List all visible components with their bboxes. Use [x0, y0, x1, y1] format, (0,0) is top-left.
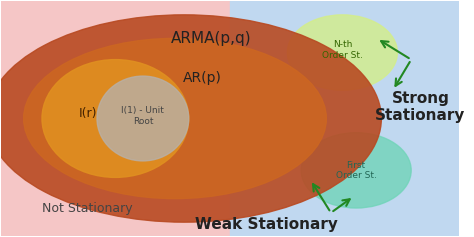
Bar: [0, 1, 230, 236]
Text: Not Stationary: Not Stationary: [42, 201, 133, 214]
Ellipse shape: [301, 133, 411, 208]
Ellipse shape: [287, 15, 397, 90]
Ellipse shape: [24, 38, 326, 199]
Text: I(r): I(r): [79, 107, 97, 120]
Ellipse shape: [97, 76, 189, 161]
Text: I(1) - Unit
Root: I(1) - Unit Root: [121, 106, 164, 126]
Ellipse shape: [42, 59, 189, 178]
Text: Weak Stationary: Weak Stationary: [195, 217, 338, 232]
Text: ARMA(p,q): ARMA(p,q): [172, 31, 252, 46]
Text: Strong
Stationary: Strong Stationary: [375, 91, 465, 123]
Bar: [230, 1, 459, 236]
Text: N-th
Order St.: N-th Order St.: [322, 41, 363, 60]
Text: AR(p): AR(p): [183, 71, 222, 86]
Ellipse shape: [0, 15, 382, 222]
Text: First
Order St.: First Order St.: [336, 161, 376, 180]
